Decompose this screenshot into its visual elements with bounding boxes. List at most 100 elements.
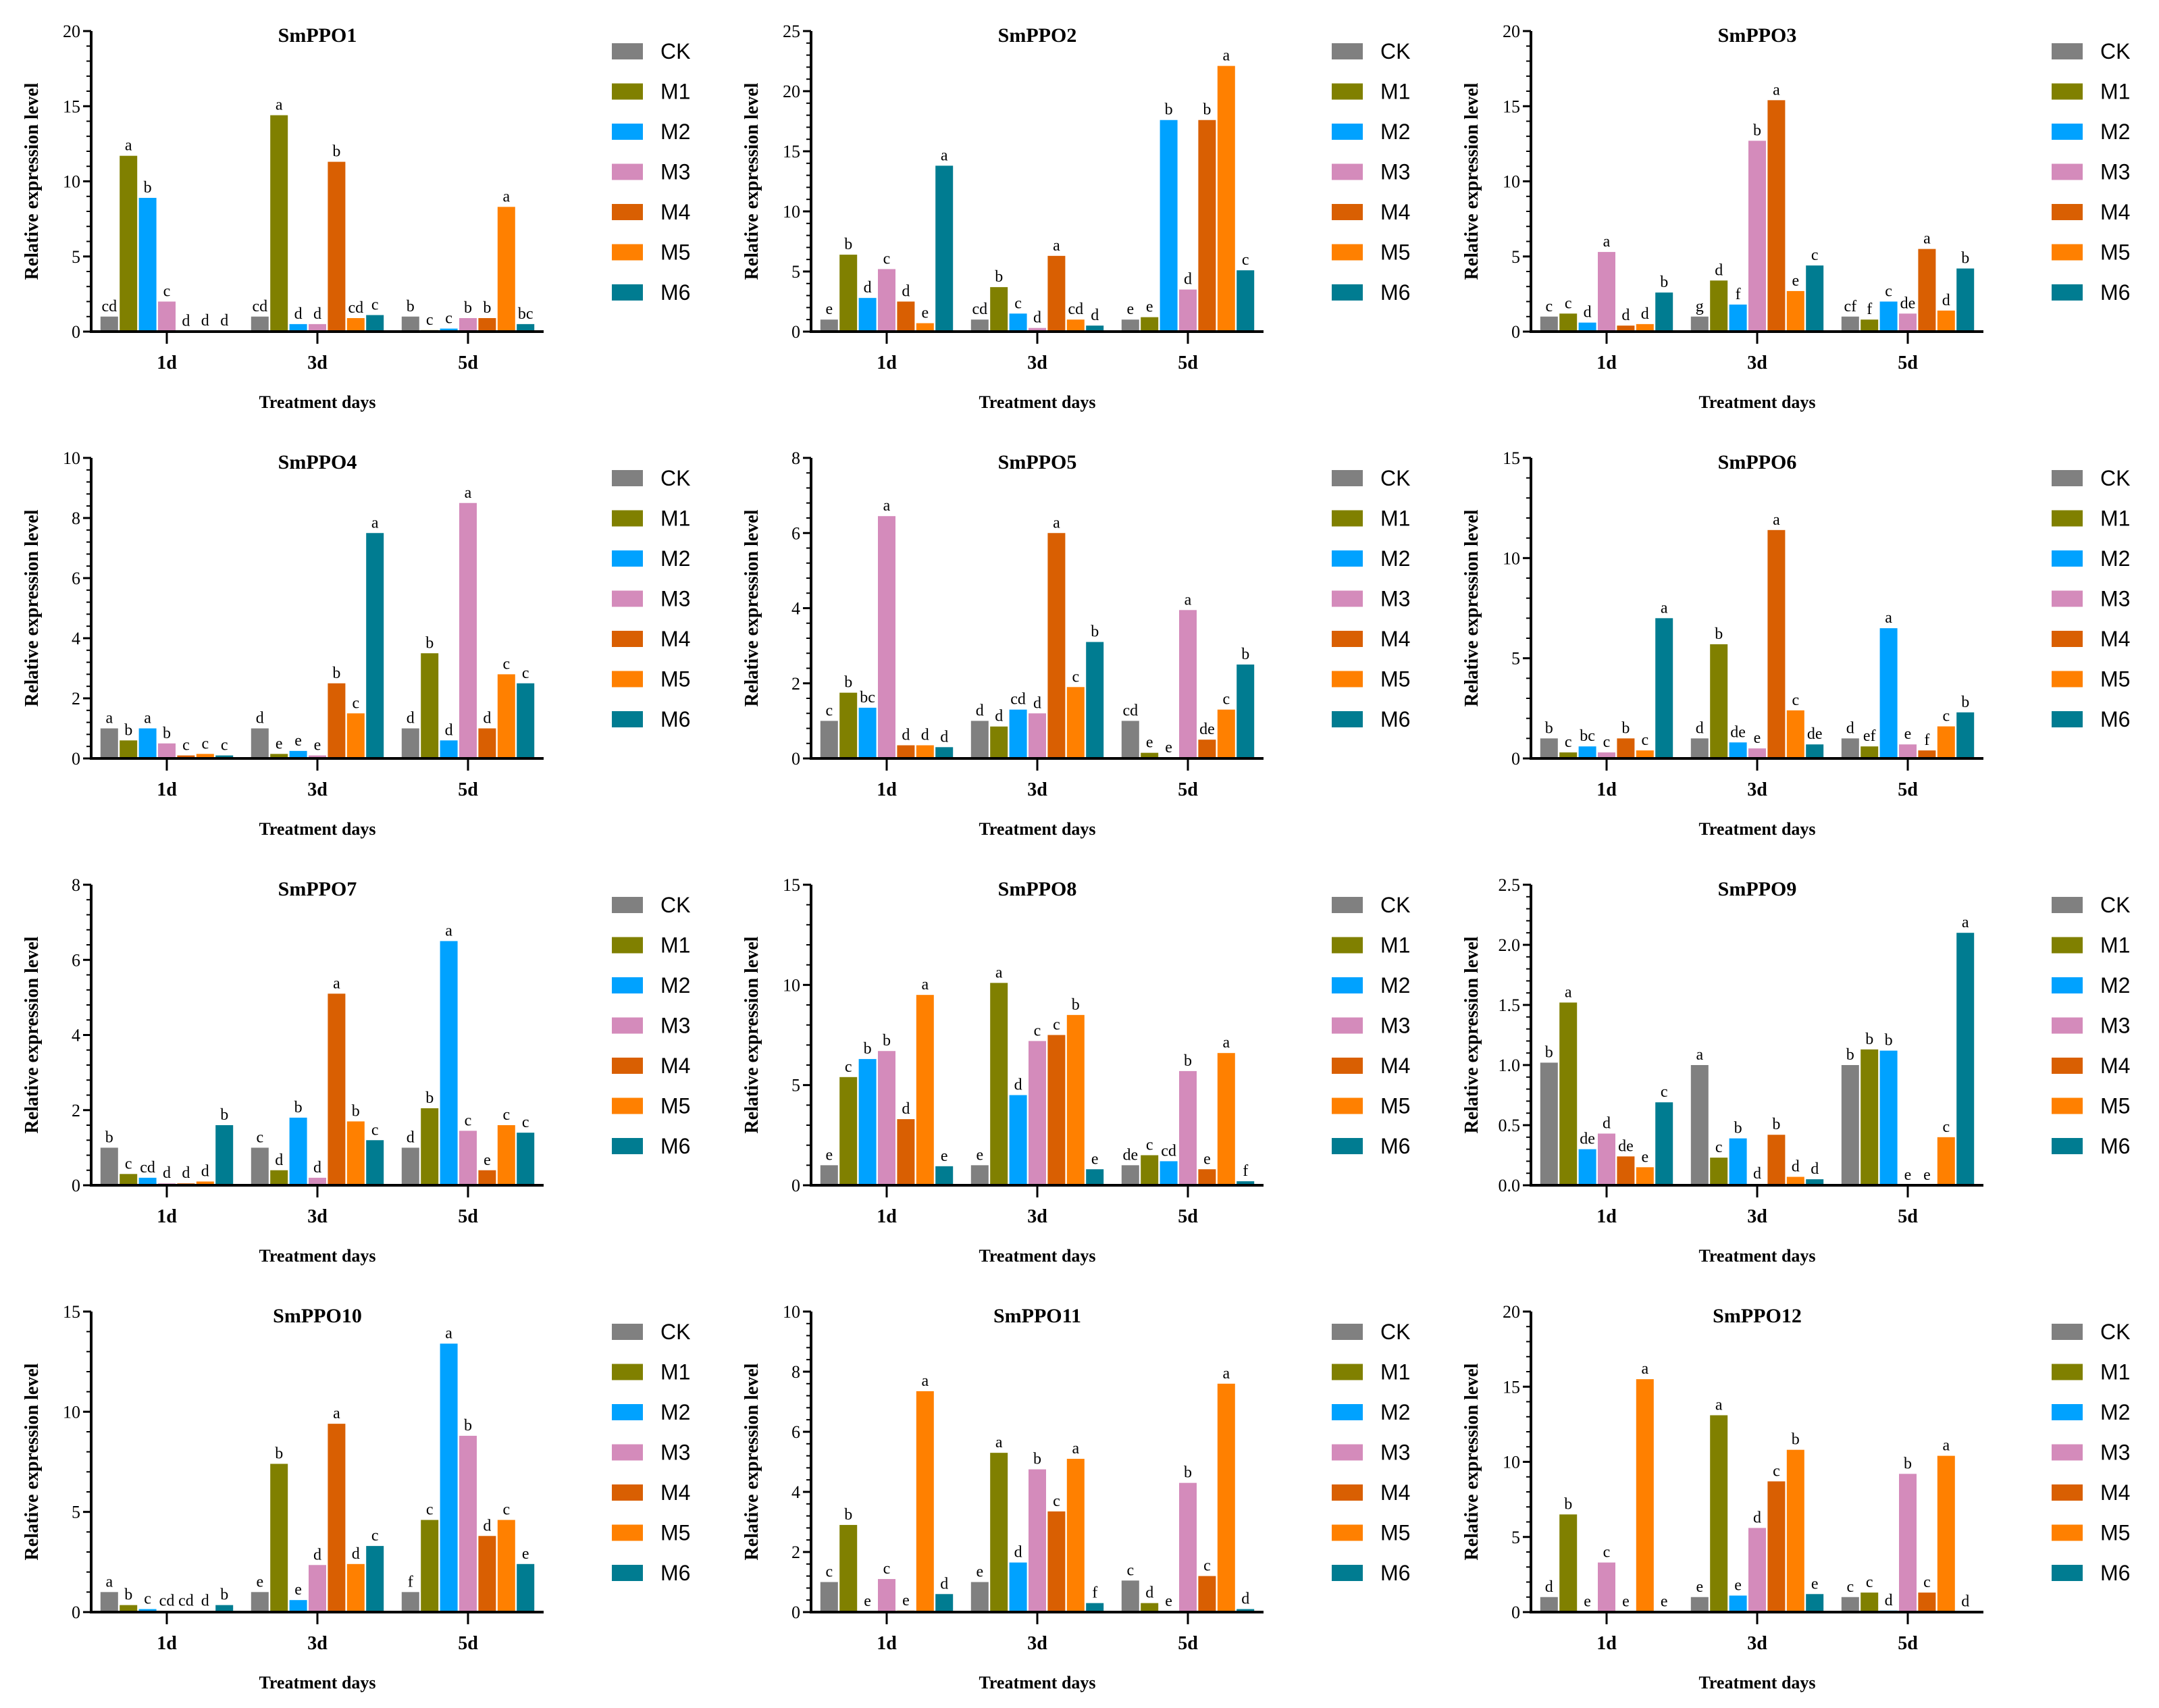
legend-swatch-m2 bbox=[2052, 1404, 2083, 1420]
y-tick-label: 2 bbox=[791, 1543, 800, 1562]
significance-letter: b bbox=[995, 268, 1003, 286]
panel-title: SmPPO3 bbox=[1718, 24, 1797, 47]
x-axis-label: Treatment days bbox=[259, 392, 375, 412]
bar-ck-5d bbox=[401, 1147, 419, 1185]
bar-m3-3d bbox=[1029, 1041, 1046, 1185]
bar-m6-3d bbox=[1086, 326, 1104, 332]
significance-letter: b bbox=[864, 1040, 872, 1058]
bar-m5-5d bbox=[497, 1520, 515, 1612]
legend-swatch-ck bbox=[1332, 470, 1363, 486]
bar-m1-5d bbox=[1141, 317, 1159, 332]
bar-m1-3d bbox=[270, 115, 288, 332]
significance-letter: c bbox=[502, 1501, 510, 1519]
significance-letter: a bbox=[1603, 233, 1611, 251]
legend-swatch-m6 bbox=[2052, 1565, 2083, 1581]
significance-letter: de bbox=[1730, 723, 1746, 741]
bar-m6-5d bbox=[517, 324, 535, 332]
y-tick-label: 5 bbox=[72, 1503, 80, 1522]
bar-m3-1d bbox=[1598, 752, 1615, 758]
bar-m3-5d bbox=[1179, 289, 1197, 332]
legend-swatch-m2 bbox=[1332, 1404, 1363, 1420]
x-tick-label: 5d bbox=[1178, 1206, 1198, 1227]
legend-swatch-m3 bbox=[2052, 1017, 2083, 1034]
significance-letter: c bbox=[426, 311, 434, 329]
bar-m2-3d bbox=[1729, 1138, 1747, 1185]
legend-swatch-m6 bbox=[2052, 711, 2083, 727]
legend-swatch-m4 bbox=[2052, 631, 2083, 647]
legend-label-m3: M3 bbox=[660, 160, 690, 184]
significance-letter: e bbox=[1165, 739, 1172, 756]
bar-m6-1d bbox=[935, 747, 954, 758]
significance-letter: e bbox=[1126, 301, 1134, 318]
significance-letter: a bbox=[921, 976, 929, 993]
significance-letter: c bbox=[445, 310, 452, 328]
legend-swatch-m1 bbox=[612, 1364, 643, 1380]
significance-letter: c bbox=[1014, 294, 1022, 312]
legend-label-m1: M1 bbox=[1380, 507, 1410, 531]
significance-letter: c bbox=[1146, 1137, 1153, 1154]
bar-m3-5d bbox=[459, 1435, 477, 1612]
legend-label-m4: M4 bbox=[1380, 1054, 1410, 1078]
bar-m3-3d bbox=[309, 324, 326, 332]
bar-ck-5d bbox=[1841, 738, 1859, 758]
bar-m3-3d bbox=[309, 1177, 326, 1185]
bar-m5-5d bbox=[1937, 310, 1955, 332]
legend-label-m2: M2 bbox=[660, 1400, 690, 1424]
legend-swatch-m4 bbox=[2052, 1058, 2083, 1074]
bar-m1-1d bbox=[1559, 1002, 1578, 1185]
legend-label-m4: M4 bbox=[2100, 1054, 2130, 1078]
legend-swatch-m5 bbox=[1332, 244, 1363, 261]
bar-m6-5d bbox=[517, 683, 535, 758]
bar-m2-1d bbox=[858, 1059, 877, 1185]
panel-title: SmPPO12 bbox=[1713, 1305, 1802, 1327]
legend-swatch-m1 bbox=[2052, 83, 2083, 100]
bar-m2-3d bbox=[1729, 1595, 1747, 1612]
bar-m2-1d bbox=[138, 1177, 157, 1185]
bar-ck-3d bbox=[970, 1582, 989, 1612]
bar-m2-1d bbox=[1578, 322, 1596, 332]
significance-letter: c bbox=[221, 737, 228, 754]
significance-letter: d bbox=[1753, 1165, 1761, 1183]
x-tick-label: 3d bbox=[1027, 1206, 1047, 1227]
x-tick-label: 5d bbox=[1898, 1633, 1918, 1654]
y-tick-label: 0 bbox=[72, 1603, 80, 1622]
significance-letter: b bbox=[1961, 694, 1969, 711]
bar-m3-5d bbox=[459, 317, 477, 332]
legend-swatch-m6 bbox=[1332, 1138, 1363, 1154]
significance-letter: d bbox=[407, 1129, 415, 1146]
significance-letter: e bbox=[1622, 1593, 1630, 1611]
significance-letter: d bbox=[483, 710, 491, 727]
significance-letter: d bbox=[313, 305, 321, 323]
significance-letter: a bbox=[1962, 914, 1969, 931]
bar-ck-5d bbox=[1841, 316, 1859, 332]
y-tick-label: 5 bbox=[72, 247, 80, 267]
bar-m2-1d bbox=[1578, 1149, 1596, 1185]
y-tick-label: 15 bbox=[783, 142, 800, 161]
bar-ck-1d bbox=[1540, 316, 1558, 332]
bar-m5-3d bbox=[1786, 1176, 1804, 1185]
significance-letter: b bbox=[1904, 1455, 1912, 1472]
bar-m2-3d bbox=[1009, 1562, 1027, 1612]
significance-letter: d bbox=[921, 727, 929, 744]
bar-m2-1d bbox=[138, 197, 157, 332]
significance-letter: d bbox=[940, 1575, 948, 1593]
bar-m2-1d bbox=[1578, 746, 1596, 758]
significance-letter: bc bbox=[1580, 727, 1595, 745]
legend-label-ck: CK bbox=[660, 1320, 690, 1344]
y-tick-label: 8 bbox=[72, 509, 80, 528]
bar-m5-3d bbox=[1786, 1449, 1804, 1612]
bar-m6-3d bbox=[1806, 1179, 1824, 1185]
legend-swatch-ck bbox=[612, 43, 643, 59]
legend-swatch-ck bbox=[612, 470, 643, 486]
y-tick-label: 2 bbox=[791, 674, 800, 694]
legend-swatch-ck bbox=[1332, 1324, 1363, 1340]
significance-letter: d bbox=[1091, 307, 1099, 324]
bar-m6-1d bbox=[1655, 292, 1673, 332]
legend-swatch-m4 bbox=[612, 631, 643, 647]
significance-letter: e bbox=[1792, 272, 1799, 290]
